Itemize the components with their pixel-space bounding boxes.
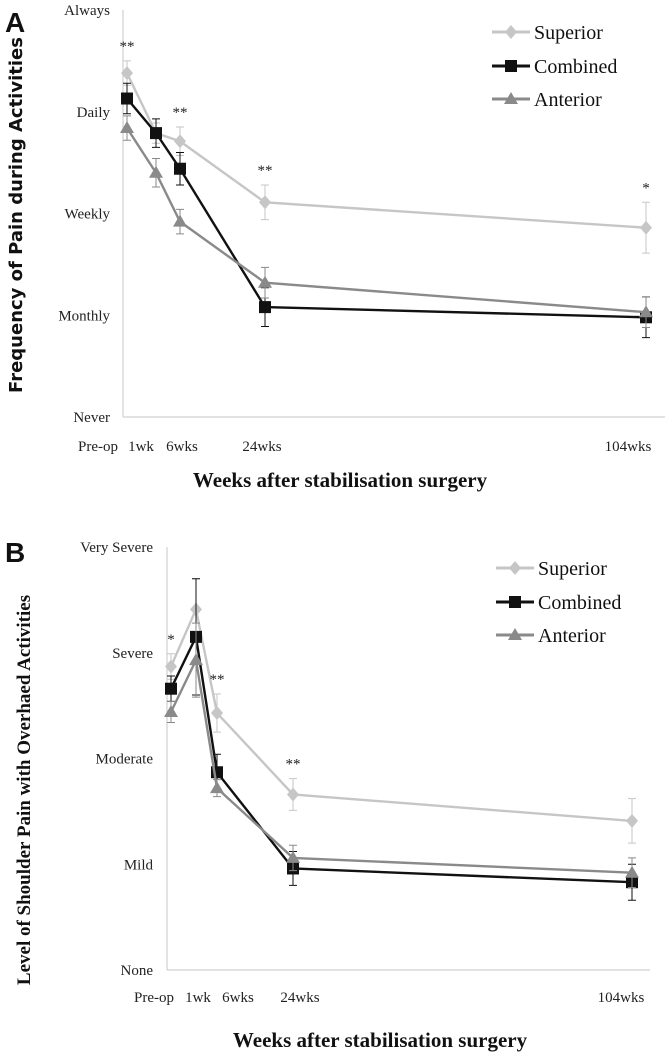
series-superior xyxy=(165,578,638,844)
series-line xyxy=(125,127,647,314)
y-tick-label: Monthly xyxy=(58,308,110,324)
x-tick-label: 6wks xyxy=(222,990,254,1006)
legend-marker-diamond xyxy=(509,561,521,575)
y-tick-label: Always xyxy=(64,3,110,19)
legend-label: Superior xyxy=(534,22,603,44)
legend-label: Anterior xyxy=(534,89,602,111)
x-tick-label: 1wk xyxy=(185,990,211,1006)
data-point-triangle xyxy=(173,214,187,227)
data-point-diamond xyxy=(259,195,271,210)
data-point-square xyxy=(150,127,162,140)
significance-marker: ** xyxy=(120,39,135,55)
data-point-diamond xyxy=(165,659,177,674)
legend-item-combined: Combined xyxy=(496,592,621,614)
data-point-diamond xyxy=(121,66,133,81)
y-tick-label: Severe xyxy=(112,646,153,662)
series-line xyxy=(126,97,647,319)
legend-marker-square xyxy=(509,596,521,608)
series-line xyxy=(169,656,633,874)
chart-panel-b: B None Mild Moderate Severe Very Severe Pre-op… xyxy=(5,537,650,1052)
x-tick-label: Pre-op xyxy=(134,990,174,1006)
significance-marker: * xyxy=(642,180,650,196)
legend-marker-triangle xyxy=(508,628,522,640)
significance-marker: ** xyxy=(173,105,188,121)
data-point-triangle xyxy=(286,850,300,863)
data-point-square xyxy=(174,162,186,175)
x-tick-label: 6wks xyxy=(166,439,198,455)
data-point-square xyxy=(259,301,271,314)
y-tick-label: Never xyxy=(73,410,110,426)
data-point-diamond xyxy=(626,813,638,828)
y-axis-title: Level of Shoulder Pain with Overhaed Act… xyxy=(14,595,35,985)
data-point-square xyxy=(121,92,133,105)
x-tick-label: 104wks xyxy=(598,990,645,1006)
data-point-triangle xyxy=(639,305,653,318)
legend-marker-triangle xyxy=(504,92,518,104)
legend-label: Anterior xyxy=(538,625,606,647)
significance-marker: ** xyxy=(258,163,273,179)
data-point-triangle xyxy=(189,653,203,666)
x-tick-label: 104wks xyxy=(605,439,652,455)
y-tick-label: Very Severe xyxy=(80,540,153,556)
series-line xyxy=(169,632,633,884)
series-anterior xyxy=(164,622,639,889)
data-point-triangle xyxy=(149,165,163,178)
significance-marker: ** xyxy=(286,757,301,773)
legend-item-anterior: Anterior xyxy=(496,625,606,647)
panel-label: A xyxy=(5,7,25,38)
x-axis-title: Weeks after stabilisation surgery xyxy=(233,1028,528,1052)
legend-label: Combined xyxy=(538,592,621,614)
legend-item-superior: Superior xyxy=(496,558,607,580)
data-point-triangle xyxy=(258,275,272,288)
significance-marker: ** xyxy=(210,672,225,688)
legend-item-combined: Combined xyxy=(492,56,617,78)
data-point-triangle xyxy=(164,704,178,717)
y-tick-label: Daily xyxy=(77,105,111,121)
y-tick-label: Moderate xyxy=(96,752,154,768)
x-tick-label: 24wks xyxy=(242,439,281,455)
data-point-triangle xyxy=(120,121,134,134)
data-point-triangle xyxy=(210,781,224,794)
y-tick-label: Mild xyxy=(124,857,154,873)
data-point-diamond xyxy=(287,787,299,802)
legend-item-anterior: Anterior xyxy=(492,89,602,111)
legend-item-superior: Superior xyxy=(492,22,603,44)
x-tick-label: 1wk xyxy=(128,439,154,455)
significance-marker: * xyxy=(167,632,175,648)
y-axis-title: Frequency of Pain during Activities xyxy=(6,37,27,393)
data-point-diamond xyxy=(211,706,223,721)
data-point-diamond xyxy=(640,220,652,235)
legend-label: Superior xyxy=(538,558,607,580)
legend-marker-diamond xyxy=(505,25,517,39)
x-tick-label: Pre-op xyxy=(78,439,118,455)
x-axis-title: Weeks after stabilisation surgery xyxy=(193,468,488,492)
data-point-diamond xyxy=(174,134,186,149)
x-tick-label: 24wks xyxy=(280,990,319,1006)
data-point-triangle xyxy=(625,865,639,878)
legend-marker-square xyxy=(505,60,517,72)
series-anterior xyxy=(120,115,653,328)
series-superior xyxy=(121,60,652,254)
legend-label: Combined xyxy=(534,56,617,78)
chart-panel-a: A Never Monthly Weekly Daily Always Pre-op 1wk 6… xyxy=(5,3,665,492)
y-tick-label: Weekly xyxy=(65,207,111,223)
data-point-square xyxy=(165,682,177,695)
panel-label: B xyxy=(5,537,25,568)
y-tick-label: None xyxy=(121,963,154,979)
